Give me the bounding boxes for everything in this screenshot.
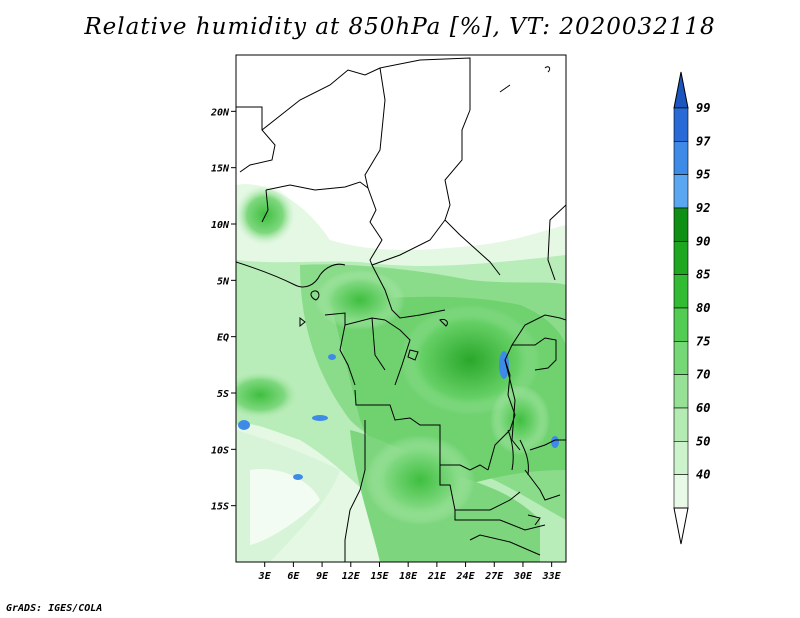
colorbar-label: 60	[696, 401, 710, 415]
colorbar-segment	[673, 407, 689, 442]
lat-tick-label: 10S	[211, 445, 229, 456]
colorbar-label: 95	[696, 168, 710, 182]
colorbar-segment	[673, 374, 689, 409]
colorbar-segment	[673, 274, 689, 309]
lon-tick-label: 24E	[456, 571, 476, 582]
colorbar-top-arrow	[673, 71, 689, 109]
colorbar-segment	[673, 474, 689, 509]
colorbar-segment	[673, 174, 689, 209]
lon-tick-label: 27E	[484, 571, 504, 582]
colorbar-bottom-arrow	[673, 507, 689, 545]
lon-tick-label: 6E	[287, 571, 300, 582]
colorbar-segment	[673, 241, 689, 275]
lat-tick-label: 15N	[211, 164, 230, 175]
colorbar-label: 50	[696, 434, 710, 448]
colorbar-label: 80	[696, 301, 710, 315]
map-title: Relative humidity at 850hPa [%], VT: 202…	[84, 14, 716, 40]
colorbar: 99 97 95 92 90 85 80 75 70 60 50 40	[673, 71, 711, 545]
lon-tick-label: 9E	[316, 571, 329, 582]
colorbar-segment	[673, 207, 689, 242]
lon-tick-label: 21E	[427, 571, 447, 582]
colorbar-label: 99	[696, 101, 710, 115]
colorbar-segment	[673, 141, 689, 175]
country-borders	[236, 57, 566, 562]
lat-tick-label: 5N	[217, 276, 230, 287]
colorbar-label: 90	[696, 234, 710, 248]
lat-tick-label: 20N	[210, 107, 230, 118]
lon-tick-label: 12E	[342, 571, 361, 582]
latitude-axis: 20N 15N 10N 5N EQ 5S 10S 15S	[210, 107, 236, 513]
humidity-field	[236, 55, 566, 562]
lon-tick-label: 30E	[513, 571, 533, 582]
colorbar-label: 70	[696, 368, 710, 382]
colorbar-label: 75	[696, 334, 710, 348]
lat-tick-label: 15S	[211, 502, 229, 513]
colorbar-label: 40	[696, 468, 710, 482]
lat-tick-label: 5S	[217, 389, 229, 400]
lon-tick-label: 18E	[399, 571, 418, 582]
map-frame	[235, 54, 567, 563]
colorbar-segment	[673, 107, 689, 142]
colorbar-label: 97	[696, 134, 711, 148]
colorbar-segment	[673, 341, 689, 375]
lon-tick-label: 33E	[542, 571, 562, 582]
footer-credit: GrADS: IGES/COLA	[6, 603, 103, 614]
longitude-axis: 3E 6E 9E 12E 15E 18E 21E 24E 27E 30E 33E	[258, 562, 562, 582]
colorbar-segment	[673, 307, 689, 342]
colorbar-segment	[673, 441, 689, 475]
colorbar-label: 92	[696, 201, 710, 215]
lon-tick-label: 3E	[258, 571, 272, 582]
colorbar-label: 85	[696, 268, 710, 282]
lat-tick-label: 10N	[211, 220, 230, 231]
lon-tick-label: 15E	[370, 571, 389, 582]
lat-tick-label: EQ	[217, 333, 229, 344]
